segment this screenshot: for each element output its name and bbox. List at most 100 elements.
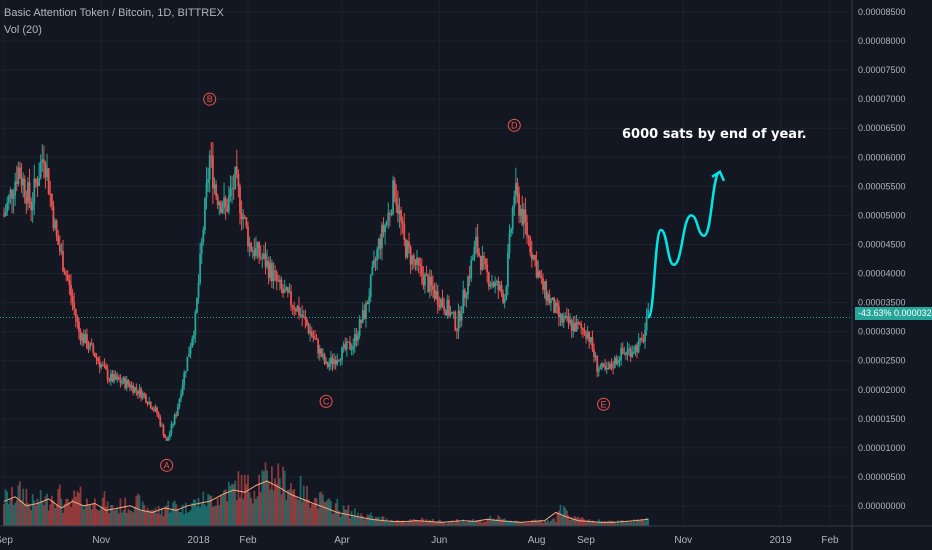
volume-indicator-label: Vol (20): [4, 24, 42, 36]
volume-bar: [534, 519, 536, 526]
candle-body: [229, 189, 232, 197]
candle-body: [345, 341, 348, 350]
candle-body: [86, 334, 88, 348]
volume-bar: [532, 520, 535, 526]
volume-bar: [392, 521, 394, 526]
volume-bar: [41, 501, 44, 526]
volume-bar: [189, 510, 192, 526]
volume-bar: [636, 519, 638, 526]
volume-bar: [333, 512, 335, 526]
candle-body: [341, 346, 343, 361]
volume-bar: [4, 489, 7, 526]
candle-body: [559, 314, 562, 318]
volume-bar: [148, 510, 151, 526]
candle-body: [322, 354, 324, 357]
candle-body: [76, 318, 79, 322]
candle-body: [365, 302, 367, 319]
candle-body: [34, 178, 37, 183]
volume-bar: [132, 512, 135, 526]
volume-bar: [607, 520, 610, 526]
candle-body: [149, 401, 152, 409]
candle-body: [623, 352, 626, 354]
volume-bar: [121, 512, 123, 526]
volume-bar: [347, 505, 350, 526]
volume-bar: [90, 509, 93, 526]
projection-path: [646, 170, 722, 319]
candle-body: [223, 197, 225, 209]
candle-body: [358, 319, 361, 336]
volume-bar: [141, 501, 144, 526]
candle-body: [350, 349, 353, 351]
candle-body: [575, 321, 578, 332]
candle-body: [3, 215, 5, 217]
volume-bar: [325, 501, 328, 526]
volume-bar: [317, 508, 320, 526]
volume-bar: [202, 491, 205, 526]
time-tick-label: Feb: [821, 535, 839, 546]
volume-bar: [20, 500, 23, 526]
candle-body: [368, 296, 371, 305]
candle-body: [591, 337, 594, 350]
volume-bar: [417, 520, 420, 526]
candle-body: [103, 364, 106, 366]
volume-bar: [196, 506, 198, 526]
time-axis[interactable]: Sep Nov 2018 Feb Apr Jun Aug Sep Nov 2019 Feb: [0, 525, 932, 546]
candle-body: [478, 252, 481, 256]
volume-bar: [556, 512, 559, 526]
volume-bar: [248, 492, 251, 526]
volume-bar: [416, 519, 418, 526]
volume-bar: [339, 516, 342, 526]
candle-body: [124, 378, 127, 388]
volume-bar: [620, 520, 623, 526]
candle-body: [81, 333, 84, 341]
volume-bar: [294, 497, 297, 526]
volume-bar: [63, 503, 66, 526]
volume-bar: [374, 517, 377, 526]
volume-bar: [314, 497, 316, 526]
volume-bar: [468, 520, 471, 526]
candle-body: [624, 352, 627, 355]
candle-body: [310, 331, 313, 336]
volume-bar: [39, 490, 42, 526]
volume-bar: [229, 485, 232, 526]
candle-body: [511, 207, 514, 230]
volume-bar: [145, 510, 147, 526]
candle-body: [68, 280, 71, 285]
volume-bar: [211, 506, 214, 526]
volume-bar: [645, 517, 648, 526]
price-tick-label: 0.00001500: [858, 414, 906, 424]
volume-bar: [499, 517, 501, 526]
volume-bar: [259, 491, 262, 526]
candle-body: [277, 280, 280, 282]
volume-bar: [116, 507, 119, 526]
candle-body: [78, 321, 80, 332]
volume-bar: [546, 519, 549, 526]
volume-bar: [396, 519, 399, 526]
candle-body: [148, 401, 151, 405]
candle-body: [545, 281, 548, 301]
candle-body: [197, 282, 200, 298]
volume-bar: [234, 480, 237, 526]
price-axis[interactable]: 0.00000000 0.00000500 0.00001000 0.00001500…: [851, 0, 906, 550]
price-tick-label: 0.00006500: [858, 123, 906, 133]
candle-body: [30, 201, 33, 211]
candle-body: [546, 294, 549, 301]
candle-body: [473, 246, 476, 259]
candle-body: [232, 188, 235, 190]
candle-body: [293, 307, 296, 310]
volume-bar: [591, 520, 594, 526]
candle-body: [459, 310, 461, 321]
price-tick-label: 0.00007000: [858, 94, 906, 104]
volume-bar: [151, 509, 154, 526]
time-tick-label: 2019: [769, 535, 792, 546]
candle-body: [90, 343, 93, 345]
candle-body: [89, 343, 92, 349]
volume-bar: [138, 495, 141, 526]
candle-body: [176, 406, 179, 416]
volume-bar: [213, 506, 216, 526]
candle-body: [353, 334, 356, 346]
candle-body: [570, 319, 573, 331]
volume-bar: [561, 516, 564, 526]
volume-bar: [379, 519, 382, 526]
